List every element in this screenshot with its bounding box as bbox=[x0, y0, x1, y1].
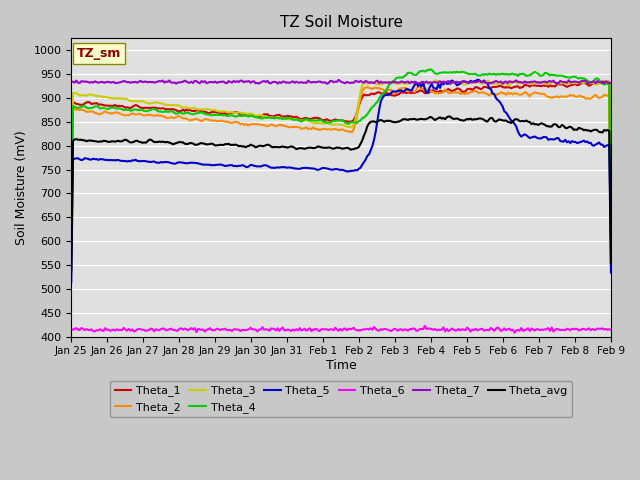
Theta_4 bbox=[513, 72, 520, 77]
Theta_5 bbox=[513, 123, 520, 129]
Theta_4 bbox=[456, 69, 464, 75]
Theta_5 bbox=[145, 159, 153, 165]
Theta_1 bbox=[541, 83, 549, 89]
Theta_7 bbox=[145, 79, 153, 85]
Theta_1 bbox=[347, 119, 355, 124]
Theta_4 bbox=[543, 70, 550, 76]
Theta_5 bbox=[455, 82, 463, 87]
Theta_3 bbox=[607, 228, 615, 234]
Theta_1 bbox=[145, 105, 153, 111]
Line: Theta_3: Theta_3 bbox=[71, 81, 611, 238]
Theta_7 bbox=[607, 80, 615, 86]
Theta_5 bbox=[347, 168, 355, 174]
Theta_7 bbox=[348, 80, 356, 85]
Theta_7 bbox=[335, 77, 342, 83]
Title: TZ Soil Moisture: TZ Soil Moisture bbox=[280, 15, 403, 30]
Theta_2 bbox=[450, 89, 458, 95]
Theta_3 bbox=[347, 124, 355, 130]
Line: Theta_7: Theta_7 bbox=[71, 80, 611, 84]
Line: Theta_5: Theta_5 bbox=[71, 80, 611, 282]
Theta_4 bbox=[426, 67, 434, 72]
Theta_avg bbox=[445, 114, 452, 120]
Theta_3 bbox=[431, 78, 439, 84]
Line: Theta_avg: Theta_avg bbox=[71, 117, 611, 270]
Theta_6 bbox=[511, 330, 518, 336]
Theta_2 bbox=[414, 84, 422, 90]
Theta_6 bbox=[67, 326, 75, 332]
X-axis label: Time: Time bbox=[326, 359, 356, 372]
Theta_2 bbox=[67, 245, 75, 251]
Line: Theta_2: Theta_2 bbox=[71, 87, 611, 248]
Theta_avg bbox=[513, 116, 520, 122]
Theta_3 bbox=[513, 80, 520, 85]
Theta_3 bbox=[456, 80, 464, 86]
Theta_5 bbox=[448, 78, 456, 84]
Theta_2 bbox=[347, 129, 355, 134]
Theta_6 bbox=[145, 327, 153, 333]
Legend: Theta_1, Theta_2, Theta_3, Theta_4, Theta_5, Theta_6, Theta_7, Theta_avg: Theta_1, Theta_2, Theta_3, Theta_4, Thet… bbox=[110, 381, 572, 418]
Theta_3 bbox=[145, 100, 153, 106]
Theta_7 bbox=[514, 79, 522, 85]
Theta_avg bbox=[145, 137, 153, 143]
Line: Theta_4: Theta_4 bbox=[71, 70, 611, 246]
Theta_5 bbox=[607, 270, 615, 276]
Theta_4 bbox=[67, 243, 75, 249]
Theta_2 bbox=[145, 112, 153, 118]
Theta_3 bbox=[67, 235, 75, 241]
Theta_4 bbox=[347, 120, 355, 125]
Theta_4 bbox=[450, 69, 458, 75]
Line: Theta_1: Theta_1 bbox=[71, 82, 611, 244]
Theta_avg bbox=[67, 267, 75, 273]
Theta_1 bbox=[455, 86, 463, 92]
Theta_avg bbox=[543, 123, 550, 129]
Theta_7 bbox=[67, 79, 75, 85]
Theta_6 bbox=[456, 327, 464, 333]
Theta_3 bbox=[450, 80, 458, 85]
Theta_4 bbox=[607, 229, 615, 235]
Theta_6 bbox=[514, 327, 522, 333]
Theta_7 bbox=[446, 81, 454, 87]
Theta_6 bbox=[545, 325, 552, 331]
Theta_6 bbox=[421, 323, 429, 329]
Theta_avg bbox=[456, 117, 464, 123]
Theta_1 bbox=[607, 228, 615, 233]
Line: Theta_6: Theta_6 bbox=[71, 326, 611, 333]
Theta_avg bbox=[347, 147, 355, 153]
Text: TZ_sm: TZ_sm bbox=[77, 47, 121, 60]
Theta_avg bbox=[450, 116, 458, 122]
Theta_avg bbox=[607, 260, 615, 265]
Theta_2 bbox=[607, 239, 615, 244]
Theta_6 bbox=[607, 327, 615, 333]
Y-axis label: Soil Moisture (mV): Soil Moisture (mV) bbox=[15, 130, 28, 245]
Theta_6 bbox=[450, 326, 458, 332]
Theta_5 bbox=[474, 77, 481, 83]
Theta_7 bbox=[451, 79, 459, 85]
Theta_3 bbox=[543, 82, 550, 87]
Theta_7 bbox=[458, 79, 466, 85]
Theta_2 bbox=[456, 91, 464, 97]
Theta_4 bbox=[145, 108, 153, 113]
Theta_7 bbox=[545, 79, 552, 84]
Theta_5 bbox=[543, 134, 550, 140]
Theta_2 bbox=[543, 94, 550, 99]
Theta_5 bbox=[67, 279, 75, 285]
Theta_1 bbox=[598, 79, 606, 84]
Theta_1 bbox=[67, 241, 75, 247]
Theta_2 bbox=[513, 91, 520, 96]
Theta_6 bbox=[347, 326, 355, 332]
Theta_1 bbox=[511, 84, 518, 90]
Theta_1 bbox=[448, 88, 456, 94]
